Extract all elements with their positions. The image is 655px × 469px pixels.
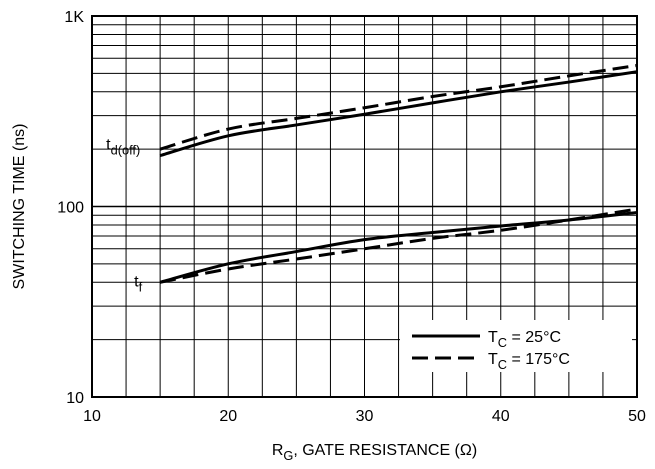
tick-labels: 10 20 30 40 50 10 100 1K (57, 9, 646, 425)
x-tick-label: 30 (356, 408, 374, 425)
x-tick-label: 20 (219, 408, 237, 425)
x-axis-label: RG, GATE RESISTANCE (Ω) (272, 442, 477, 463)
series-lines (159, 63, 638, 284)
y-tick-label: 1K (64, 9, 84, 26)
legend: TC = 25°CTC = 175°C (400, 320, 632, 372)
legend-box (400, 320, 632, 372)
series-line-tdoff-dashed (159, 63, 638, 151)
series-line-tdoff-solid (159, 70, 638, 158)
series-line-tf-solid (159, 211, 638, 284)
annotation-doff: td(off) (106, 136, 140, 157)
legend-label-dashed: TC = 175°C (488, 351, 570, 372)
curve-annotations: td(off) tf (106, 136, 142, 294)
annotation-f: tf (134, 273, 142, 294)
plot-frame (91, 15, 638, 398)
y-axis-label: SWITCHING TIME (ns) (11, 124, 28, 290)
x-tick-label: 10 (83, 408, 101, 425)
x-tick-label: 50 (628, 408, 646, 425)
series-line-tf-dashed (159, 207, 638, 284)
y-tick-label: 10 (66, 390, 84, 407)
legend-label-solid: TC = 25°C (488, 329, 561, 350)
x-tick-label: 40 (492, 408, 510, 425)
y-tick-label: 100 (57, 200, 84, 217)
